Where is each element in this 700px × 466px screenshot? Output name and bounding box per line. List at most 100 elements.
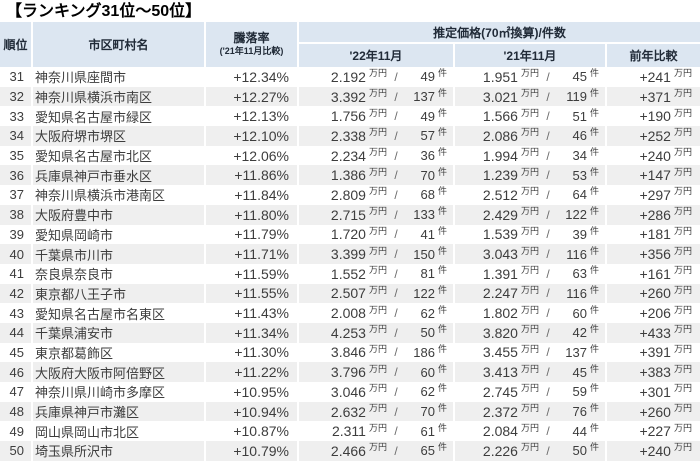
slash-separator: / [546, 443, 550, 458]
rank-cell: 38 [0, 204, 33, 225]
price-value: 2.226 [482, 442, 518, 459]
table-row: 34 大阪府堺市堺区 +12.10% 2.338 万円 / 57 件 2.086 万円… [0, 126, 700, 146]
price-value: 2.008 [330, 305, 366, 322]
price-2022-cell: 2.809 万円 / 68 件 [299, 185, 455, 205]
diff-unit: 万円 [673, 284, 692, 295]
price-value: 3.046 [330, 383, 366, 400]
price-2022-cell: 4.253 万円 / 50 件 [299, 322, 455, 343]
rate-cell: +11.79% [206, 224, 299, 245]
rank-cell: 49 [0, 421, 33, 442]
yoy-diff-cell: +240 万円 [607, 441, 700, 461]
municipality-cell: 兵庫県神戸市灘区 [33, 401, 206, 422]
price-value: 2.632 [330, 403, 366, 420]
price-unit: 万円 [520, 107, 539, 118]
price-2022-cell: 3.392 万円 / 137 件 [299, 86, 455, 107]
price-2021-cell: 3.413 万円 / 45 件 [455, 362, 607, 382]
count-unit: 件 [589, 363, 599, 374]
count-value: 119 [566, 89, 587, 105]
yoy-diff-cell: +383 万円 [607, 362, 700, 382]
rank-cell: 41 [0, 263, 33, 284]
price-unit: 万円 [368, 422, 387, 433]
slash-separator: / [546, 424, 550, 439]
price-value: 1.802 [482, 305, 518, 322]
price-value: 2.715 [330, 206, 366, 223]
price-2021-cell: 1.566 万円 / 51 件 [455, 106, 607, 127]
count-unit: 件 [437, 284, 447, 295]
price-value: 3.399 [330, 246, 366, 263]
diff-unit: 万円 [673, 343, 692, 354]
rate-cell: +12.10% [206, 126, 299, 146]
yoy-diff-cell: +286 万円 [607, 205, 700, 225]
price-unit: 万円 [520, 442, 539, 453]
diff-unit: 万円 [673, 186, 692, 197]
price-2021-cell: 2.745 万円 / 59 件 [455, 382, 607, 402]
price-unit: 万円 [368, 442, 387, 453]
price-2022-cell: 2.338 万円 / 57 件 [299, 126, 455, 146]
rank-cell: 40 [0, 244, 33, 264]
yoy-diff-cell: +240 万円 [607, 146, 700, 166]
slash-separator: / [394, 128, 398, 143]
slash-separator: / [394, 89, 398, 104]
rank-cell: 33 [0, 106, 33, 127]
header-rate: 騰落率 ('21年11月比較) [206, 22, 299, 67]
price-unit: 万円 [520, 147, 539, 158]
count-value: 150 [413, 246, 435, 262]
price-unit: 万円 [368, 245, 387, 256]
table-row: 49 岡山県岡山市北区 +10.87% 2.311 万円 / 61 件 2.084 万… [0, 421, 700, 442]
slash-separator: / [546, 89, 550, 104]
diff-unit: 万円 [673, 383, 692, 394]
count-value: 42 [572, 325, 587, 341]
slash-separator: / [546, 187, 550, 202]
rank-cell: 43 [0, 303, 33, 323]
count-unit: 件 [437, 245, 447, 256]
yoy-diff-cell: +206 万円 [607, 303, 700, 323]
rate-cell: +11.22% [206, 362, 299, 382]
yoy-diff-cell: +391 万円 [607, 343, 700, 363]
count-value: 45 [572, 364, 587, 380]
slash-separator: / [546, 148, 550, 163]
price-value: 2.338 [330, 127, 366, 144]
diff-value: +227 [639, 423, 671, 440]
price-unit: 万円 [520, 127, 539, 138]
count-unit: 件 [437, 127, 447, 138]
price-2022-cell: 3.399 万円 / 150 件 [299, 244, 455, 264]
slash-separator: / [394, 384, 398, 399]
slash-separator: / [546, 227, 550, 242]
count-unit: 件 [437, 363, 447, 374]
price-2022-cell: 2.466 万円 / 65 件 [299, 441, 455, 461]
price-value: 3.043 [482, 246, 518, 263]
count-value: 65 [420, 443, 435, 459]
count-value: 76 [572, 404, 587, 420]
table-row: 35 愛知県名古屋市北区 +12.06% 2.234 万円 / 36 件 1.994… [0, 145, 700, 166]
price-2021-cell: 1.994 万円 / 34 件 [455, 145, 607, 166]
rank-cell: 32 [0, 86, 33, 107]
price-value: 2.745 [482, 383, 518, 400]
slash-separator: / [546, 365, 550, 380]
header-rank: 順位 [0, 22, 33, 67]
price-unit: 万円 [520, 88, 539, 99]
count-unit: 件 [437, 343, 447, 354]
count-unit: 件 [589, 225, 599, 236]
rate-cell: +11.80% [206, 204, 299, 225]
header-rate-subnote: ('21年11月比較) [219, 46, 284, 57]
price-value: 3.392 [330, 88, 366, 105]
rank-cell: 46 [0, 362, 33, 382]
municipality-cell: 愛知県岡崎市 [33, 224, 206, 245]
count-unit: 件 [437, 206, 447, 217]
rate-cell: +12.34% [206, 67, 299, 87]
diff-value: +286 [639, 206, 671, 223]
price-2022-cell: 3.846 万円 / 186 件 [299, 342, 455, 363]
count-unit: 件 [437, 265, 447, 276]
count-unit: 件 [437, 304, 447, 315]
table-row: 45 東京都葛飾区 +11.30% 3.846 万円 / 186 件 3.455 万円… [0, 342, 700, 363]
municipality-cell: 愛知県名古屋市北区 [33, 145, 206, 166]
price-unit: 万円 [368, 403, 387, 414]
price-value: 1.386 [330, 167, 366, 184]
count-unit: 件 [437, 88, 447, 99]
count-value: 51 [572, 108, 587, 124]
count-unit: 件 [437, 422, 447, 433]
count-value: 64 [572, 187, 587, 203]
page-title: 【ランキング31位〜50位】 [6, 3, 202, 20]
slash-separator: / [546, 109, 550, 124]
count-value: 36 [420, 148, 435, 164]
